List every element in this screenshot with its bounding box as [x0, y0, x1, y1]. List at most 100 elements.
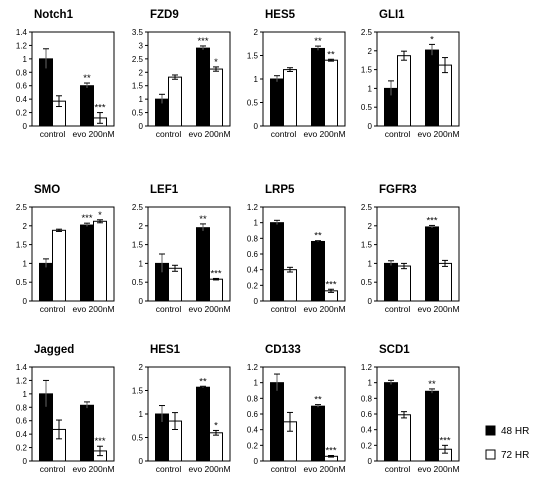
y-tick-label: 1.5 — [132, 82, 144, 91]
y-tick-label: 0.5 — [132, 434, 144, 443]
x-tick-label: evo 200nM — [303, 304, 345, 314]
y-tick-label: 1.2 — [247, 363, 259, 372]
y-tick-label: 2.5 — [361, 28, 373, 37]
y-tick-label: 0.2 — [247, 281, 259, 290]
y-tick-label: 1.5 — [247, 52, 259, 61]
x-tick-label: control — [385, 129, 411, 139]
plot-frame — [31, 206, 115, 302]
bar-72hr — [397, 414, 411, 462]
y-tick-label: 1 — [23, 259, 28, 268]
y-tick-label: 0.8 — [247, 394, 259, 403]
y-tick-label: 2 — [139, 68, 144, 77]
bar-72hr — [283, 69, 297, 127]
y-tick-label: 0 — [23, 297, 28, 306]
chart-title: Jagged — [34, 344, 74, 356]
bar-48hr — [384, 382, 398, 462]
y-tick-label: 0 — [23, 122, 28, 131]
bar-72hr — [168, 76, 182, 127]
chart-title: LEF1 — [150, 184, 179, 196]
significance-label: *** — [197, 36, 208, 47]
significance-label: ** — [199, 214, 207, 225]
y-tick-label: 1.2 — [16, 41, 28, 50]
y-tick-label: 0.5 — [16, 278, 28, 287]
chart-title: CD133 — [265, 344, 301, 356]
y-tick-label: 0 — [368, 457, 373, 466]
y-tick-label: 2.5 — [132, 55, 144, 64]
y-tick-label: 2 — [23, 222, 28, 231]
y-tick-label: 0.8 — [16, 68, 28, 77]
bar-72hr — [397, 55, 411, 127]
bar-48hr — [80, 85, 94, 127]
legend-swatch-0 — [485, 425, 496, 436]
y-tick-label: 1.4 — [16, 28, 28, 37]
significance-label: * — [430, 34, 434, 45]
bar-72hr — [209, 432, 223, 462]
y-tick-label: 0 — [254, 297, 259, 306]
chart-title: HES1 — [150, 344, 181, 356]
significance-label: *** — [426, 215, 437, 226]
significance-label: ** — [314, 36, 322, 47]
bar-48hr — [196, 227, 210, 302]
chart-panel-2: HES5 0 0.5 1 1.5 2 control evo 200nM ** ** — [247, 9, 346, 139]
y-tick-label: 0.6 — [361, 410, 373, 419]
y-tick-label: 0.5 — [361, 103, 373, 112]
x-tick-label: control — [385, 464, 411, 474]
x-tick-label: control — [271, 304, 297, 314]
chart-panel-8: Jagged 0 0.2 0.4 0.6 0.8 1 1.2 1.4 control evo 200… — [16, 344, 115, 474]
x-tick-label: evo 200nM — [417, 464, 459, 474]
x-tick-label: evo 200nM — [303, 129, 345, 139]
y-tick-label: 0.4 — [361, 426, 373, 435]
bar-48hr — [270, 78, 284, 127]
y-tick-label: 0.8 — [247, 234, 259, 243]
y-tick-label: 1 — [368, 379, 373, 388]
bar-72hr — [438, 64, 452, 127]
significance-label: * — [214, 57, 218, 68]
y-tick-label: 0.4 — [247, 266, 259, 275]
y-tick-label: 2.5 — [132, 203, 144, 212]
y-tick-label: 1 — [368, 84, 373, 93]
significance-label: ** — [428, 379, 436, 390]
x-tick-label: evo 200nM — [303, 464, 345, 474]
x-tick-label: control — [156, 304, 182, 314]
chart-title: HES5 — [265, 9, 296, 21]
chart-panel-0: Notch1 0 0.2 0.4 0.6 0.8 1 1.2 1.4 control evo 200… — [16, 9, 115, 139]
y-tick-label: 1 — [254, 219, 259, 228]
y-tick-label: 1.5 — [361, 66, 373, 75]
bar-48hr — [270, 382, 284, 462]
y-tick-label: 1.2 — [361, 363, 373, 372]
y-tick-label: 0.5 — [132, 278, 144, 287]
legend-swatch-1 — [485, 449, 496, 460]
y-tick-label: 0.5 — [247, 99, 259, 108]
y-tick-label: 0.8 — [16, 403, 28, 412]
chart-title: LRP5 — [265, 184, 295, 196]
y-tick-label: 3 — [139, 41, 144, 50]
x-tick-label: control — [271, 129, 297, 139]
y-tick-label: 0 — [139, 297, 144, 306]
y-tick-label: 2 — [368, 222, 373, 231]
y-tick-label: 0 — [139, 122, 144, 131]
chart-title: GLI1 — [379, 9, 405, 21]
y-tick-label: 0.2 — [16, 109, 28, 118]
x-tick-label: evo 200nM — [188, 464, 230, 474]
bar-72hr — [93, 220, 107, 302]
chart-title: FGFR3 — [379, 184, 417, 196]
x-tick-label: evo 200nM — [188, 129, 230, 139]
bar-48hr — [80, 224, 94, 302]
significance-label: *** — [94, 436, 105, 447]
significance-label: ** — [199, 376, 207, 387]
y-tick-label: 0.5 — [132, 109, 144, 118]
y-tick-label: 0.6 — [247, 410, 259, 419]
y-tick-label: 1.4 — [16, 363, 28, 372]
significance-label: *** — [81, 213, 92, 224]
legend: 48 HR 72 HR — [485, 425, 529, 461]
y-tick-label: 0.2 — [361, 441, 373, 450]
significance-label: ** — [314, 395, 322, 406]
legend-label-1: 72 HR — [501, 450, 529, 461]
y-tick-label: 2.5 — [16, 203, 28, 212]
y-tick-label: 1.5 — [16, 241, 28, 250]
